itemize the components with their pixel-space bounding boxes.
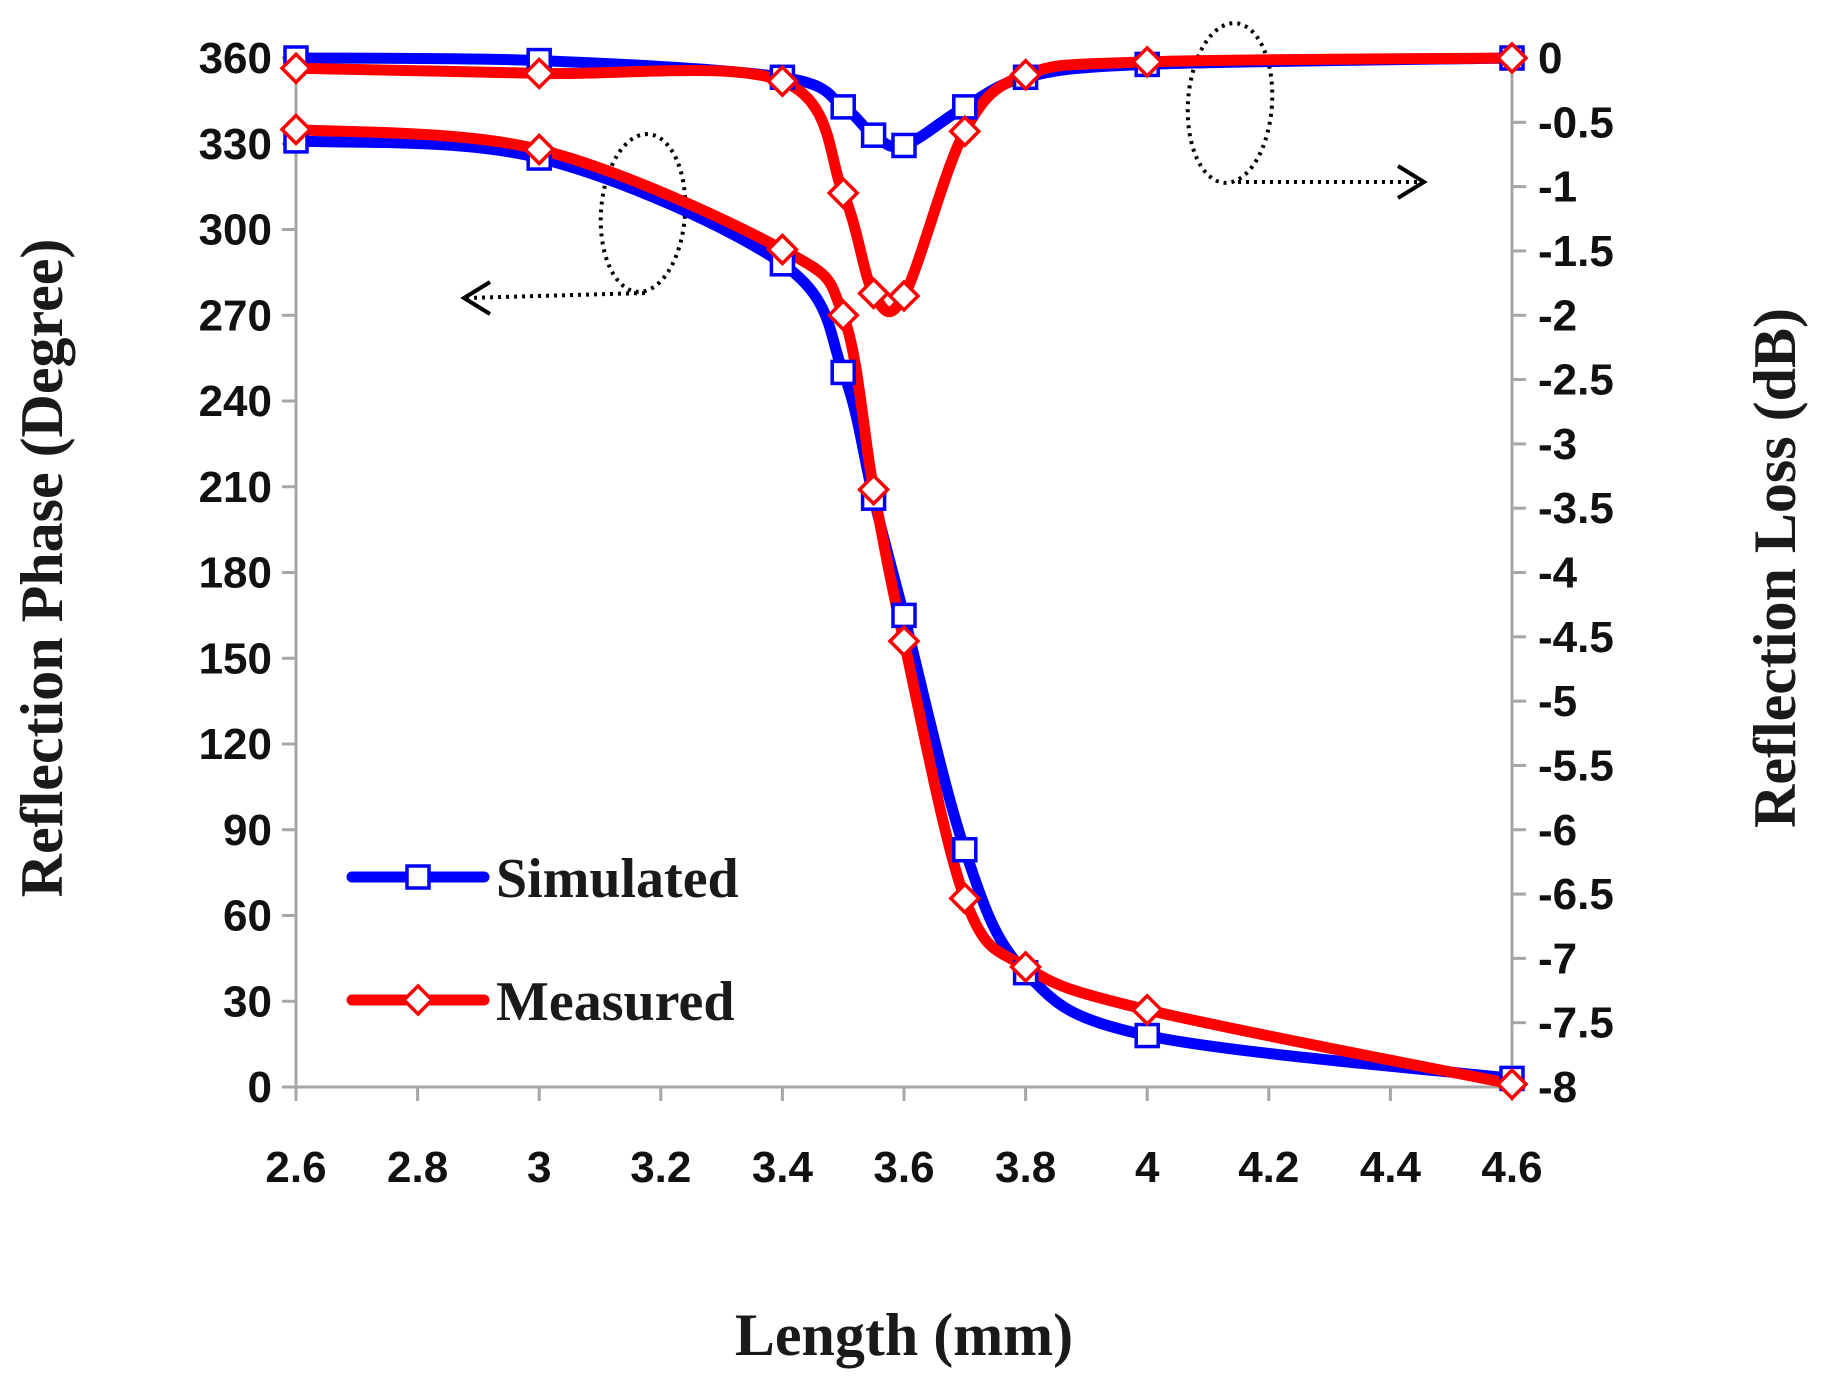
left-tick-label: 210	[199, 463, 272, 512]
right-tick-label: -6.5	[1538, 870, 1614, 919]
left-tick-label: 60	[223, 892, 272, 941]
left-tick-label: 240	[199, 377, 272, 426]
legend: Simulated Measured	[346, 848, 739, 1033]
measured-phase-point	[765, 233, 799, 266]
measured-loss-point	[765, 64, 799, 98]
annotations	[460, 21, 1428, 316]
right-tick-label: -5.5	[1538, 741, 1614, 790]
measured-loss-point	[1495, 41, 1529, 75]
measured-loss-point	[857, 276, 891, 310]
simulated-phase-point	[891, 602, 917, 629]
left-tick-label: 270	[199, 291, 272, 340]
x-tick-label: 2.6	[265, 1143, 326, 1192]
legend-item-measured: Measured	[346, 971, 735, 1033]
series-lines	[290, 52, 1518, 1090]
left-tick-label: 150	[199, 634, 272, 683]
measured-loss-point	[887, 279, 921, 313]
left-tick-label: 360	[199, 34, 272, 83]
x-tick-label: 3.4	[752, 1143, 814, 1192]
right-tick-label: -1	[1538, 163, 1577, 212]
series-markers	[279, 41, 1529, 1101]
simulated-loss-point	[860, 122, 887, 148]
measured-loss-point	[948, 114, 982, 148]
legend-swatch-marker	[401, 983, 435, 1017]
left-tick-label: 90	[223, 806, 272, 855]
left-arrowhead	[460, 280, 492, 316]
right-tick-label: -2	[1538, 291, 1577, 340]
x-tick-label: 2.8	[387, 1143, 448, 1192]
measured-loss-point	[522, 56, 556, 90]
left-tick-label: 120	[199, 720, 272, 769]
measured-phase-line	[290, 124, 1518, 1090]
right-tick-label: -1.5	[1538, 227, 1614, 276]
legend-swatch-marker	[405, 864, 431, 890]
left-axis-group-ellipse	[598, 132, 688, 294]
x-axis-title: Length (mm)	[735, 1302, 1073, 1368]
measured-loss-point	[1130, 45, 1164, 79]
measured-phase-point	[826, 298, 860, 332]
measured-phase-point	[887, 624, 921, 658]
right-tick-label: -8	[1538, 1063, 1577, 1112]
right-tick-label: -2.5	[1538, 356, 1614, 405]
x-tick-label: 3.2	[630, 1143, 691, 1192]
left-tick-label: 180	[199, 549, 272, 598]
left-tick-label: 0	[248, 1063, 272, 1112]
measured-phase-point	[948, 881, 982, 915]
x-tick-label: 4.4	[1360, 1143, 1422, 1192]
x-tick-label: 3	[527, 1143, 551, 1192]
measured-phase-point	[522, 132, 556, 166]
legend-item-simulated: Simulated	[346, 848, 739, 910]
left-y-axis-title: Reflection Phase (Degree)	[9, 239, 75, 898]
right-tick-label: 0	[1538, 34, 1562, 83]
measured-phase-point	[1009, 950, 1043, 984]
left-tick-label: 300	[199, 206, 272, 255]
simulated-phase-point	[1134, 1022, 1160, 1049]
measured-loss-line	[290, 52, 1518, 318]
simulated-loss-point	[891, 132, 917, 159]
right-tick-label: -3	[1538, 420, 1577, 469]
axes: 0 30 60 90 120 150 180 210 240 270 300 330 360 0 -0.5 -…	[199, 34, 1614, 1192]
x-tick-label: 4	[1135, 1143, 1160, 1192]
x-tick-label: 4.6	[1481, 1143, 1542, 1192]
x-tick-label: 3.6	[873, 1143, 934, 1192]
right-tick-label: -4.5	[1538, 613, 1614, 662]
left-axis-arrow	[465, 291, 646, 300]
measured-loss-point	[1009, 58, 1043, 92]
right-tick-label: -7	[1538, 934, 1577, 983]
x-tick-label: 4.2	[1238, 1143, 1299, 1192]
legend-label: Measured	[496, 971, 735, 1033]
right-tick-label: -5	[1538, 677, 1577, 726]
right-tick-label: -4	[1538, 549, 1578, 598]
right-axis-group-ellipse	[1185, 21, 1275, 185]
measured-phase-point	[857, 473, 891, 507]
left-tick-label: 30	[223, 977, 272, 1026]
x-tick-label: 3.8	[995, 1143, 1056, 1192]
simulated-loss-point	[952, 94, 978, 120]
legend-label: Simulated	[496, 848, 739, 910]
measured-loss-point	[279, 51, 313, 85]
simulated-phase-point	[952, 837, 978, 863]
right-y-axis-title: Reflection Loss (dB)	[1742, 308, 1808, 828]
right-tick-label: -3.5	[1538, 484, 1614, 533]
measured-loss-point	[826, 176, 860, 210]
measured-phase-point	[1130, 993, 1164, 1027]
measured-phase-point	[279, 112, 313, 146]
right-tick-label: -0.5	[1538, 98, 1614, 147]
right-arrowhead	[1396, 164, 1428, 200]
right-tick-label: -6	[1538, 806, 1577, 855]
simulated-phase-point	[830, 359, 856, 386]
left-tick-label: 330	[199, 120, 272, 169]
simulated-loss-point	[830, 94, 856, 120]
measured-phase-point	[1495, 1067, 1529, 1101]
right-tick-label: -7.5	[1538, 999, 1614, 1048]
